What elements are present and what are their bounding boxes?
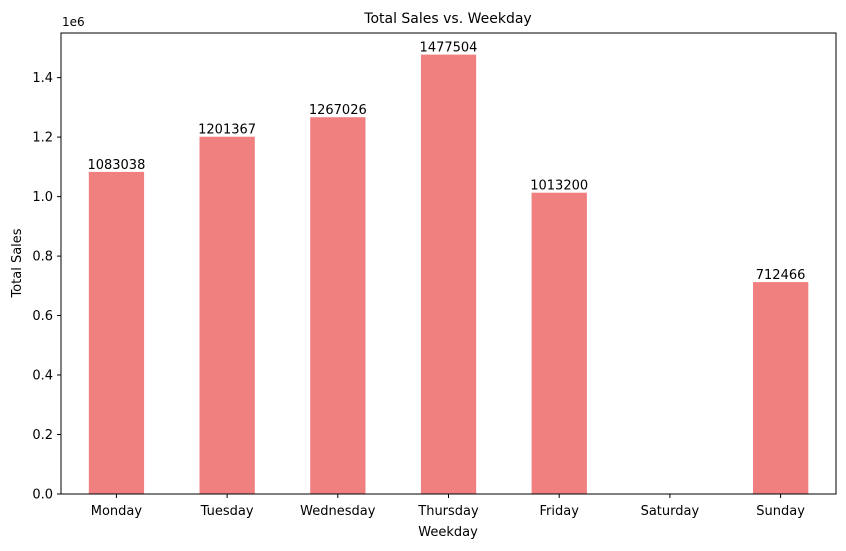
y-axis-scale-label: 1e6 [62, 15, 85, 29]
y-tick-label: 0.2 [32, 428, 53, 443]
x-tick-label-thursday: Thursday [417, 504, 479, 519]
bar-friday [531, 192, 587, 494]
y-tick-label: 0.4 [32, 369, 53, 384]
data-label-friday: 1013200 [530, 179, 588, 194]
y-axis-label: Total Sales [10, 228, 25, 298]
data-label-wednesday: 1267026 [309, 103, 367, 118]
bar-monday [88, 171, 145, 494]
bar-tuesday [199, 136, 255, 494]
data-label-sunday: 712466 [756, 268, 806, 283]
y-tick-label: 0.8 [32, 250, 53, 265]
data-labels-layer: 1083038 1201367 1267026 1477504 1013200 71246… [87, 41, 805, 284]
x-tick-label-tuesday: Tuesday [200, 504, 254, 519]
y-tick-label: 0.6 [32, 309, 53, 324]
y-axis: 0.0 0.2 0.4 0.6 0.8 1.0 1.2 1.4 [32, 71, 61, 503]
y-tick-label: 1.2 [32, 131, 53, 146]
bar-wednesday [310, 117, 366, 494]
chart-title: Total Sales vs. Weekday [363, 11, 531, 27]
x-tick-label-wednesday: Wednesday [300, 504, 376, 519]
x-tick-label-friday: Friday [539, 504, 579, 519]
data-label-tuesday: 1201367 [198, 123, 256, 138]
y-tick-label: 1.0 [32, 190, 53, 205]
x-axis: Monday Tuesday Wednesday Thursday Friday Satu… [91, 494, 805, 519]
bar-sunday [753, 282, 809, 494]
data-label-thursday: 1477504 [420, 41, 478, 56]
x-tick-label-sunday: Sunday [756, 504, 805, 519]
x-tick-label-saturday: Saturday [641, 504, 700, 519]
bars-layer [88, 54, 809, 494]
y-tick-label: 1.4 [32, 71, 53, 86]
x-axis-label: Weekday [418, 525, 478, 540]
y-tick-label: 0.0 [32, 488, 53, 503]
bar-thursday [420, 54, 477, 494]
data-label-monday: 1083038 [87, 158, 145, 173]
x-tick-label-monday: Monday [91, 504, 143, 519]
